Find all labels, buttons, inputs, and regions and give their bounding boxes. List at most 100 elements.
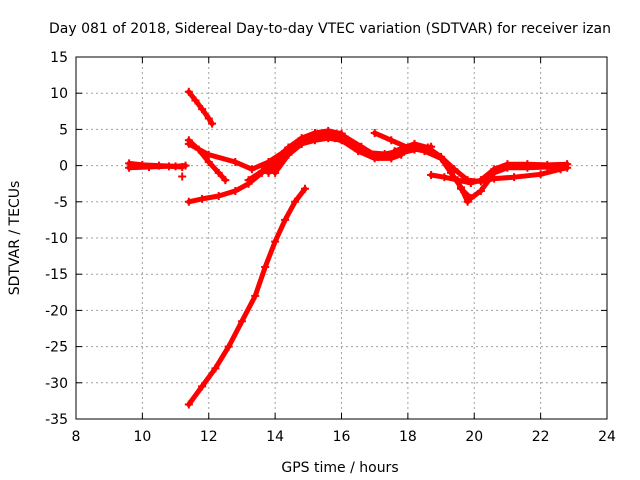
data-point — [178, 163, 187, 172]
series-arc-late-peak — [370, 129, 472, 206]
data-point — [453, 176, 462, 185]
data-point — [340, 132, 349, 141]
data-point — [536, 170, 545, 179]
data-point — [145, 163, 154, 172]
y-tick-label: -20 — [45, 303, 68, 319]
series-line — [372, 130, 471, 205]
data-point — [271, 237, 280, 246]
data-point — [387, 136, 396, 145]
data-point — [204, 150, 213, 159]
x-tick-label: 12 — [200, 429, 218, 445]
series-line — [428, 161, 570, 186]
data-point — [410, 139, 419, 148]
y-tick-label: -10 — [45, 231, 68, 247]
data-point — [456, 184, 465, 193]
data-point — [214, 168, 223, 177]
data-point — [214, 192, 223, 201]
data-point — [164, 162, 173, 171]
data-point — [330, 134, 339, 143]
data-point — [184, 87, 193, 96]
data-point — [440, 173, 449, 182]
data-point — [543, 163, 552, 172]
data-point — [221, 176, 230, 185]
data-point — [211, 364, 220, 373]
data-point — [231, 157, 240, 166]
series-arc-evening-3 — [456, 162, 568, 203]
series-line — [186, 186, 308, 407]
data-point — [427, 171, 436, 180]
data-point — [476, 186, 485, 195]
axis-ticks: 8 10 12 14 16 18 20 22 24 15 10 5 0 -5 -10 -15 -20 -25 -30… — [45, 50, 616, 445]
data-point — [510, 173, 519, 182]
x-tick-label: 22 — [532, 429, 550, 445]
data-point — [184, 197, 193, 206]
x-tick-label: 20 — [465, 429, 483, 445]
y-tick-label: -35 — [45, 412, 68, 428]
data-point — [284, 150, 293, 159]
data-point — [247, 165, 256, 174]
data-point — [208, 119, 217, 128]
series-line — [126, 163, 185, 171]
y-tick-label: 0 — [59, 159, 68, 175]
y-axis-label: SDTVAR / TECUs — [7, 181, 23, 296]
data-point — [466, 194, 475, 203]
grid — [76, 57, 607, 419]
y-tick-label: -30 — [45, 376, 68, 392]
series-arc-isolated — [178, 172, 187, 181]
series-layer — [125, 87, 572, 409]
data-point — [251, 291, 260, 300]
y-tick-label: -25 — [45, 340, 68, 356]
data-point — [261, 262, 270, 271]
chart-title: Day 081 of 2018, Sidereal Day-to-day VTE… — [49, 21, 611, 37]
data-point — [300, 184, 309, 193]
data-point — [523, 163, 532, 172]
data-point — [191, 96, 200, 105]
data-point — [314, 132, 323, 141]
series-arc-big-dip — [184, 184, 309, 409]
data-point — [466, 178, 475, 187]
data-point — [125, 163, 134, 172]
data-point — [184, 400, 193, 409]
x-tick-label: 16 — [333, 429, 351, 445]
data-point — [198, 382, 207, 391]
data-point — [271, 168, 280, 177]
y-tick-label: 10 — [50, 86, 68, 102]
data-point — [476, 176, 485, 185]
x-tick-label: 14 — [266, 429, 284, 445]
data-point — [204, 157, 213, 166]
data-point — [231, 186, 240, 195]
y-tick-label: 15 — [50, 50, 68, 66]
data-point — [237, 317, 246, 326]
series-arc-high-start — [184, 87, 217, 128]
data-point — [437, 152, 446, 161]
data-point — [281, 215, 290, 224]
x-tick-label: 10 — [133, 429, 151, 445]
data-point — [178, 172, 187, 181]
data-point — [390, 147, 399, 156]
data-point — [423, 143, 432, 152]
y-tick-label: 5 — [59, 122, 68, 138]
data-point — [198, 194, 207, 203]
data-point — [450, 165, 459, 174]
data-point — [204, 114, 213, 123]
series-arc-early-flat-2 — [125, 162, 187, 172]
data-point — [380, 150, 389, 159]
data-point — [490, 168, 499, 177]
data-point — [297, 139, 306, 148]
data-point — [244, 176, 253, 185]
x-axis-label: GPS time / hours — [281, 460, 398, 476]
data-point — [347, 141, 356, 150]
data-point — [503, 163, 512, 172]
data-point — [224, 342, 233, 351]
y-tick-label: -15 — [45, 267, 68, 283]
x-tick-label: 8 — [72, 429, 81, 445]
y-tick-label: -5 — [54, 195, 68, 211]
x-tick-label: 18 — [399, 429, 417, 445]
data-point — [291, 197, 300, 206]
data-point — [364, 148, 373, 157]
data-point — [257, 167, 266, 176]
data-point — [559, 162, 568, 171]
data-point — [198, 105, 207, 114]
data-point — [184, 139, 193, 148]
